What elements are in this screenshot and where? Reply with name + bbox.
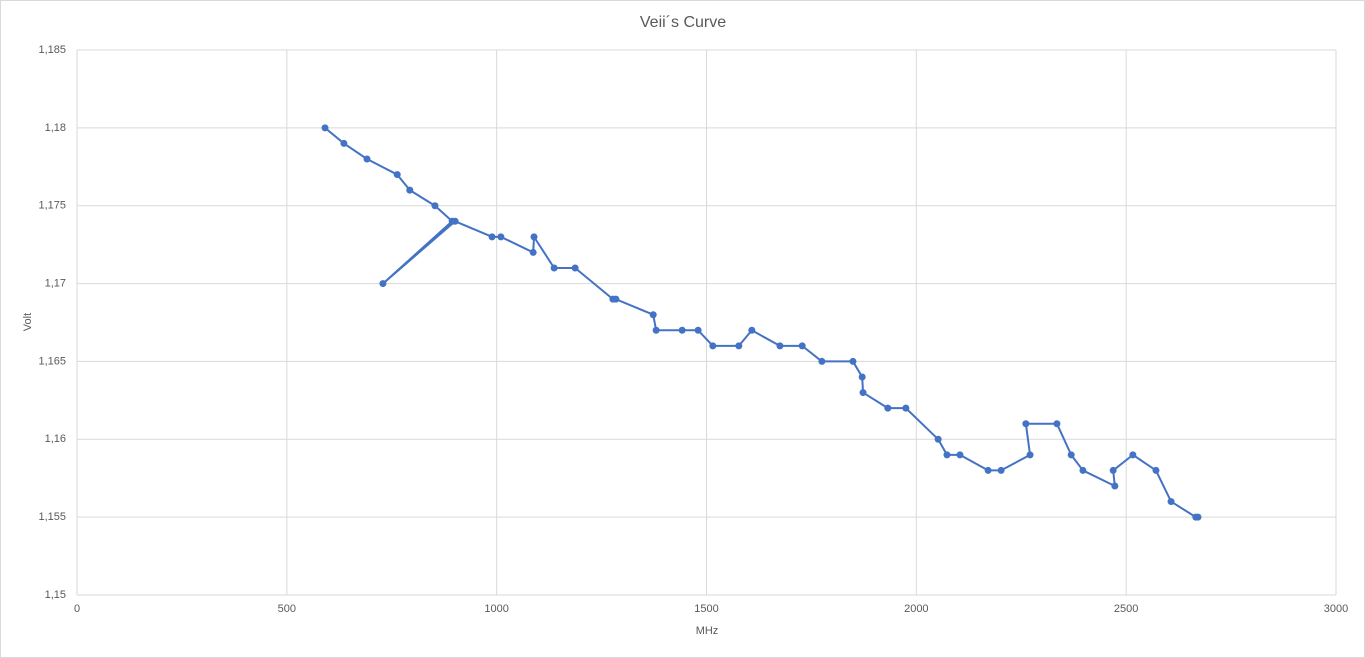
data-point — [694, 326, 702, 334]
data-point — [1079, 466, 1087, 474]
data-point — [550, 264, 558, 272]
data-point — [530, 233, 538, 241]
data-point — [1053, 420, 1061, 428]
data-point — [859, 389, 867, 397]
y-tick-label: 1,165 — [38, 355, 66, 367]
x-tick-label: 1500 — [694, 603, 718, 615]
data-point — [406, 186, 414, 194]
data-point — [849, 357, 857, 365]
data-point — [451, 217, 459, 225]
data-point — [956, 451, 964, 459]
data-point — [884, 404, 892, 412]
data-point — [1167, 498, 1175, 506]
data-point — [997, 466, 1005, 474]
data-point — [902, 404, 910, 412]
data-point — [798, 342, 806, 350]
y-tick-label: 1,155 — [38, 511, 66, 523]
data-point — [431, 202, 439, 210]
x-axis-label: MHz — [696, 625, 719, 637]
data-point — [379, 280, 387, 288]
data-point — [321, 124, 329, 132]
data-point — [858, 373, 866, 381]
data-point — [393, 171, 401, 179]
data-point — [340, 139, 348, 147]
data-point — [652, 326, 660, 334]
data-point — [1111, 482, 1119, 490]
data-point — [1022, 420, 1030, 428]
x-tick-label: 500 — [278, 603, 296, 615]
data-point — [497, 233, 505, 241]
data-point — [818, 357, 826, 365]
data-point — [776, 342, 784, 350]
chart-title: Veii´s Curve — [640, 14, 726, 31]
data-point — [1109, 466, 1117, 474]
y-tick-label: 1,16 — [45, 433, 66, 445]
data-point — [1026, 451, 1034, 459]
data-point — [1067, 451, 1075, 459]
data-point — [1194, 513, 1202, 521]
data-point — [984, 466, 992, 474]
data-point — [1129, 451, 1137, 459]
x-tick-label: 2500 — [1114, 603, 1138, 615]
data-point — [649, 311, 657, 319]
y-tick-label: 1,17 — [45, 277, 66, 289]
x-tick-label: 1000 — [484, 603, 508, 615]
data-point — [735, 342, 743, 350]
x-tick-label: 3000 — [1324, 603, 1348, 615]
data-point — [943, 451, 951, 459]
data-point — [529, 248, 537, 256]
data-point — [571, 264, 579, 272]
y-axis-label: Volt — [22, 313, 34, 331]
data-point — [709, 342, 717, 350]
y-tick-label: 1,175 — [38, 200, 66, 212]
data-point — [678, 326, 686, 334]
x-tick-label: 0 — [74, 603, 80, 615]
data-point — [488, 233, 496, 241]
y-tick-label: 1,185 — [38, 44, 66, 56]
data-point — [748, 326, 756, 334]
y-tick-label: 1,15 — [45, 589, 66, 601]
data-point — [612, 295, 620, 303]
data-point — [363, 155, 371, 163]
data-point — [1152, 466, 1160, 474]
x-tick-label: 2000 — [904, 603, 928, 615]
y-tick-label: 1,18 — [45, 122, 66, 134]
data-point — [934, 435, 942, 443]
